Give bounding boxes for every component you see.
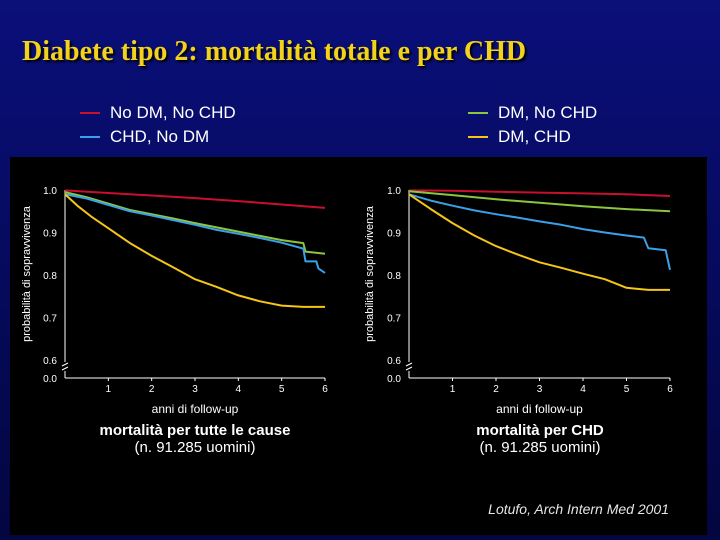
y-axis-label: probabilità di sopravvivenza <box>364 205 376 342</box>
legend-swatch-blue <box>80 136 100 138</box>
series-line-chd-no-dm <box>64 193 326 274</box>
x-tick-label: 4 <box>236 384 242 395</box>
x-axis-label: anni di follow-up <box>152 402 239 416</box>
y-tick-label: 0.6 <box>387 356 401 367</box>
caption-left-subtitle: (n. 91.285 uomini) <box>134 439 256 456</box>
legend-item-dm-no-chd: DM, No CHD <box>468 103 597 123</box>
legend-item-dm-chd: DM, CHD <box>468 127 571 147</box>
legend-label: DM, CHD <box>498 127 571 146</box>
legend-label: DM, No CHD <box>498 103 598 122</box>
x-tick-label: 1 <box>450 384 456 395</box>
chart-panel: 1.0 0.9 0.8 0.7 0.6 0.0 1 2 3 4 5 6 anni di follow-u… <box>10 157 707 535</box>
x-tick-label: 1 <box>106 384 112 395</box>
y-tick-label: 1.0 <box>387 186 401 197</box>
x-tick-label: 6 <box>667 384 673 395</box>
y-tick-label: 0.9 <box>43 229 57 240</box>
y-axis-break <box>61 362 69 371</box>
y-tick-label: 0.6 <box>43 356 57 367</box>
x-tick-label: 3 <box>192 384 198 395</box>
y-axis-label: probabilità di sopravvivenza <box>21 205 33 342</box>
legend-item-no-dm-no-chd: No DM, No CHD <box>80 103 236 123</box>
survival-charts: 1.0 0.9 0.8 0.7 0.6 0.0 1 2 3 4 5 6 anni di follow-u… <box>21 186 673 416</box>
series-line-dm-chd <box>64 193 325 308</box>
y-tick-label: 1.0 <box>43 186 57 197</box>
caption-right-subtitle: (n. 91.285 uomini) <box>479 439 601 456</box>
x-tick-label: 3 <box>537 384 543 395</box>
slide-title: Diabete tipo 2: mortalità totale e per C… <box>22 36 527 67</box>
y-tick-label: 0.7 <box>387 314 401 325</box>
series-line-dm-no-chd <box>408 190 671 213</box>
x-tick-label: 2 <box>149 384 155 395</box>
caption-right-title: mortalità per CHD <box>476 422 604 439</box>
legend-label: CHD, No DM <box>110 127 210 146</box>
y-tick-label: 0.0 <box>43 374 57 385</box>
caption-left: mortalità per tutte le cause (n. 91.285 … <box>65 422 325 456</box>
legend-swatch-red <box>80 112 100 114</box>
series-line-dm-chd <box>408 193 670 291</box>
x-tick-label: 5 <box>279 384 285 395</box>
series-line-chd-no-dm <box>408 193 671 271</box>
series-line-no-dm-no-chd <box>408 189 671 197</box>
y-tick-label: 0.8 <box>387 271 401 282</box>
legend-label: No DM, No CHD <box>110 103 236 122</box>
x-tick-label: 4 <box>580 384 586 395</box>
legend-swatch-green <box>468 112 488 114</box>
series-line-no-dm-no-chd <box>64 189 326 209</box>
caption-left-title: mortalità per tutte le cause <box>99 422 291 439</box>
y-tick-label: 0.8 <box>43 271 57 282</box>
y-tick-label: 0.0 <box>387 374 401 385</box>
y-axis-break <box>405 362 413 371</box>
y-tick-label: 0.9 <box>387 229 401 240</box>
legend-item-chd-no-dm: CHD, No DM <box>80 127 209 147</box>
caption-right: mortalità per CHD (n. 91.285 uomini) <box>410 422 670 456</box>
x-axis-label: anni di follow-up <box>496 402 583 416</box>
legend-swatch-yellow <box>468 136 488 138</box>
x-tick-label: 5 <box>624 384 630 395</box>
y-tick-label: 0.7 <box>43 314 57 325</box>
citation: Lotufo, Arch Intern Med 2001 <box>488 501 669 517</box>
x-tick-label: 6 <box>322 384 328 395</box>
x-tick-label: 2 <box>493 384 499 395</box>
series-line-dm-no-chd <box>64 191 326 255</box>
